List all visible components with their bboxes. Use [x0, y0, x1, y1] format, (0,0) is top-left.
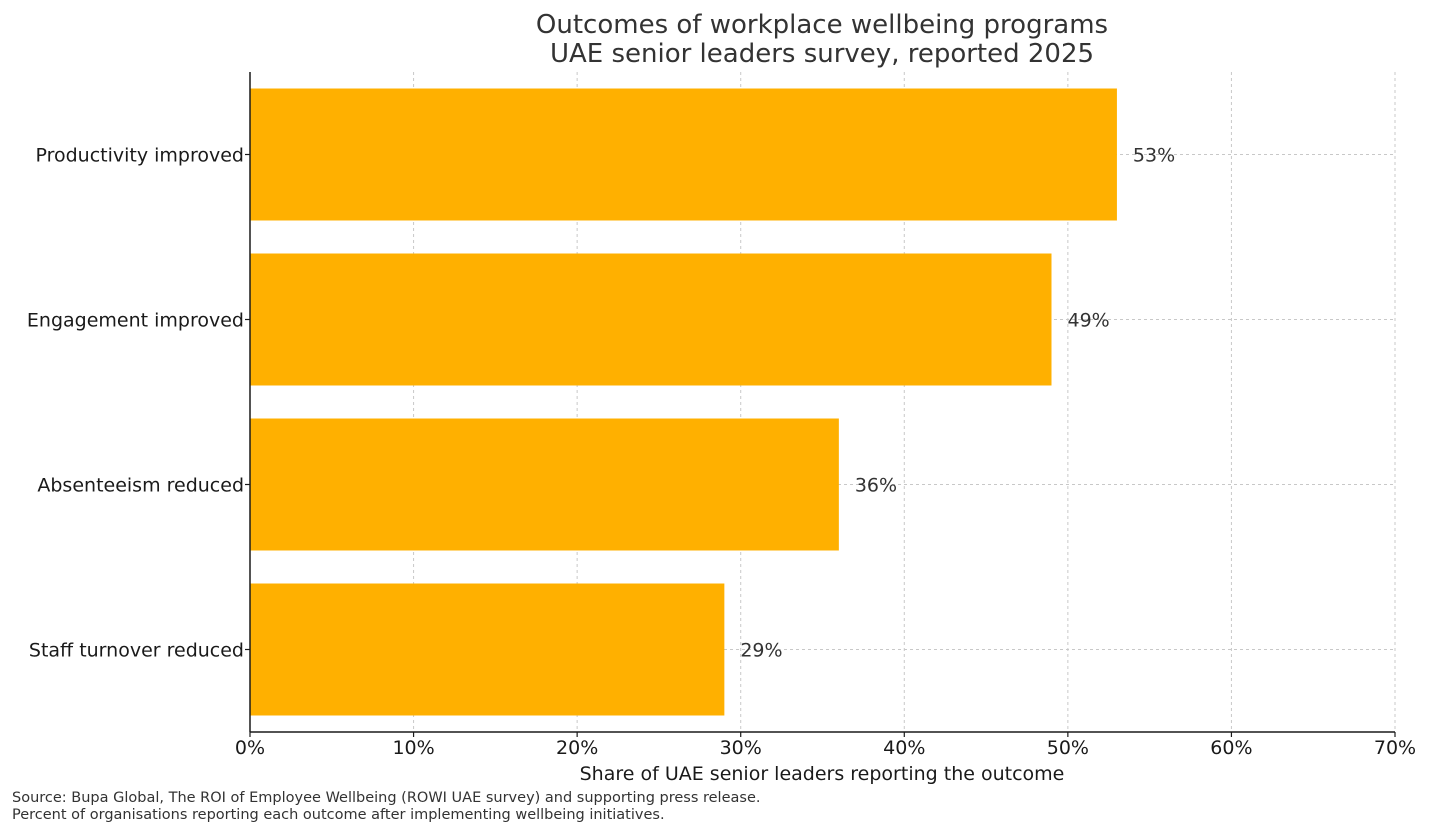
- x-tick-label: 0%: [235, 737, 265, 759]
- bar-value-label: 36%: [855, 475, 897, 497]
- x-axis-label: Share of UAE senior leaders reporting th…: [580, 763, 1065, 785]
- category-label: Productivity improved: [35, 145, 244, 167]
- category-label: Absenteeism reduced: [37, 475, 244, 497]
- x-tick-label: 10%: [392, 737, 434, 759]
- x-tick-label: 20%: [556, 737, 598, 759]
- x-tick-label: 70%: [1374, 737, 1416, 759]
- source-line-1: Source: Bupa Global, The ROI of Employee…: [12, 790, 760, 806]
- category-label: Staff turnover reduced: [29, 640, 244, 662]
- bar-value-label: 29%: [740, 640, 782, 662]
- bars-layer: [250, 88, 1117, 716]
- bar: [250, 88, 1117, 221]
- chart-title-line-1: Outcomes of workplace wellbeing programs: [536, 10, 1108, 40]
- bar: [250, 583, 725, 716]
- chart-title-line-2: UAE senior leaders survey, reported 2025: [550, 39, 1094, 69]
- bar: [250, 418, 839, 551]
- x-tick-label: 40%: [883, 737, 925, 759]
- category-label: Engagement improved: [27, 310, 244, 332]
- bar-value-label: 49%: [1068, 310, 1110, 332]
- labels-layer: 53% Productivity improved 49% Engagement im…: [27, 145, 1416, 760]
- bar-value-label: 53%: [1133, 145, 1175, 167]
- x-tick-label: 30%: [720, 737, 762, 759]
- x-tick-label: 50%: [1047, 737, 1089, 759]
- bar: [250, 253, 1052, 386]
- source-line-2: Percent of organisations reporting each …: [12, 807, 665, 823]
- axes-layer: [245, 72, 1396, 737]
- x-tick-label: 60%: [1210, 737, 1252, 759]
